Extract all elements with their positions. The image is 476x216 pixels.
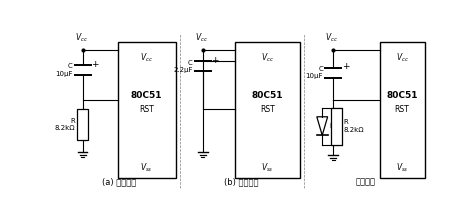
Text: $V_{cc}$: $V_{cc}$ (325, 32, 338, 44)
Text: +: + (342, 62, 349, 71)
Text: 改进电路: 改进电路 (356, 177, 376, 186)
Text: +: + (91, 60, 99, 69)
Bar (236, 42, 300, 178)
Text: C
10μF: C 10μF (306, 66, 323, 79)
Text: $V_{ss}$: $V_{ss}$ (261, 161, 274, 174)
Text: R
8.2kΩ: R 8.2kΩ (54, 118, 75, 131)
Text: 80C51: 80C51 (252, 92, 283, 100)
Text: +: + (211, 56, 219, 65)
Text: (a) 典型电路: (a) 典型电路 (102, 177, 137, 186)
Text: C
2.2μF: C 2.2μF (173, 60, 193, 73)
Text: $V_{ss}$: $V_{ss}$ (140, 161, 153, 174)
Text: 80C51: 80C51 (131, 92, 162, 100)
Text: D: D (329, 123, 335, 129)
Text: $V_{cc}$: $V_{cc}$ (396, 51, 408, 64)
Text: $V_{cc}$: $V_{cc}$ (261, 51, 274, 64)
Text: $V_{cc}$: $V_{cc}$ (140, 51, 153, 64)
Bar (118, 42, 176, 178)
Text: RST: RST (395, 105, 409, 114)
Text: (b) 简化电路: (b) 简化电路 (224, 177, 259, 186)
Text: R
8.2kΩ: R 8.2kΩ (343, 119, 364, 133)
Text: RST: RST (260, 105, 275, 114)
Bar (77, 109, 88, 140)
Text: RST: RST (139, 105, 154, 114)
Text: C
10μF: C 10μF (55, 64, 73, 77)
Text: $V_{cc}$: $V_{cc}$ (195, 32, 208, 44)
Text: $V_{ss}$: $V_{ss}$ (396, 161, 408, 174)
Text: 80C51: 80C51 (387, 92, 418, 100)
Bar (331, 108, 342, 145)
Bar (379, 42, 425, 178)
Text: $V_{cc}$: $V_{cc}$ (75, 32, 88, 44)
